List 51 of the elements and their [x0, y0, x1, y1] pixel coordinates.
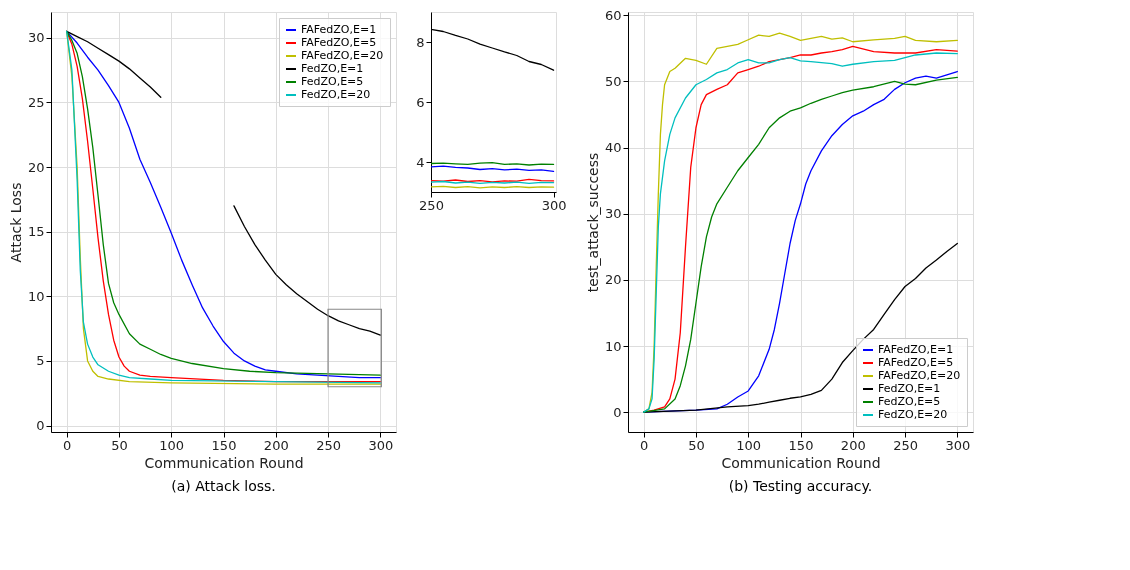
- y-tick-label: 20: [27, 159, 45, 175]
- legend-label: FAFedZO,E=5: [878, 356, 954, 369]
- x-tick-label: 50: [688, 437, 705, 453]
- y-tick-label: 60: [604, 7, 622, 23]
- legend-label: FedZO,E=1: [878, 382, 941, 395]
- legend-label: FAFedZO,E=1: [301, 23, 377, 36]
- text: (b) Testing accuracy.: [728, 478, 873, 494]
- y-tick-label: 5: [36, 353, 45, 369]
- legend-label: FedZO,E=20: [878, 408, 948, 421]
- x-tick-label: 300: [368, 437, 394, 453]
- x-tick-label: 150: [211, 437, 237, 453]
- x-tick-label: 100: [736, 437, 762, 453]
- y-tick-label: 30: [604, 206, 622, 222]
- legend-label: FAFedZO,E=20: [878, 369, 961, 382]
- y-tick-label: 30: [27, 30, 45, 46]
- x-tick-label: 50: [111, 437, 128, 453]
- legend-label: FAFedZO,E=5: [301, 36, 377, 49]
- y-tick-label: 50: [604, 73, 622, 89]
- x-tick-label: 100: [159, 437, 185, 453]
- y-axis-title: Attack Loss: [7, 182, 24, 263]
- text: (a) Attack loss.: [171, 478, 276, 494]
- x-axis-title: Communication Round: [721, 454, 881, 471]
- y-tick-label: 4: [416, 154, 425, 170]
- y-tick-label: 20: [604, 272, 622, 288]
- x-tick-label: 250: [893, 437, 918, 453]
- y-tick-label: 0: [613, 404, 622, 420]
- y-tick-label: 25: [27, 94, 45, 110]
- x-tick-label: 200: [840, 437, 866, 453]
- x-tick-label: 200: [263, 437, 289, 453]
- x-tick-label: 150: [788, 437, 814, 453]
- y-tick-label: 8: [416, 34, 425, 50]
- x-tick-label: 300: [541, 197, 567, 213]
- legend-label: FAFedZO,E=1: [878, 343, 954, 356]
- x-tick-label: 300: [945, 437, 971, 453]
- x-tick-label: 0: [63, 437, 72, 453]
- x-tick-label: 250: [316, 437, 341, 453]
- legend-label: FedZO,E=5: [301, 75, 364, 88]
- y-tick-label: 10: [27, 288, 45, 304]
- y-tick-label: 0: [36, 418, 45, 434]
- x-tick-label: 0: [640, 437, 649, 453]
- y-tick-label: 15: [27, 224, 45, 240]
- y-tick-label: 40: [604, 140, 622, 156]
- y-axis-title: test_attack_success: [584, 152, 601, 293]
- y-tick-label: 10: [604, 338, 622, 354]
- legend-label: FAFedZO,E=20: [301, 49, 384, 62]
- legend-label: FedZO,E=20: [301, 88, 371, 101]
- x-axis-title: Communication Round: [144, 454, 304, 471]
- y-tick-label: 6: [416, 94, 425, 110]
- legend-label: FedZO,E=1: [301, 62, 364, 75]
- legend-label: FedZO,E=5: [878, 395, 941, 408]
- x-tick-label: 250: [419, 197, 444, 213]
